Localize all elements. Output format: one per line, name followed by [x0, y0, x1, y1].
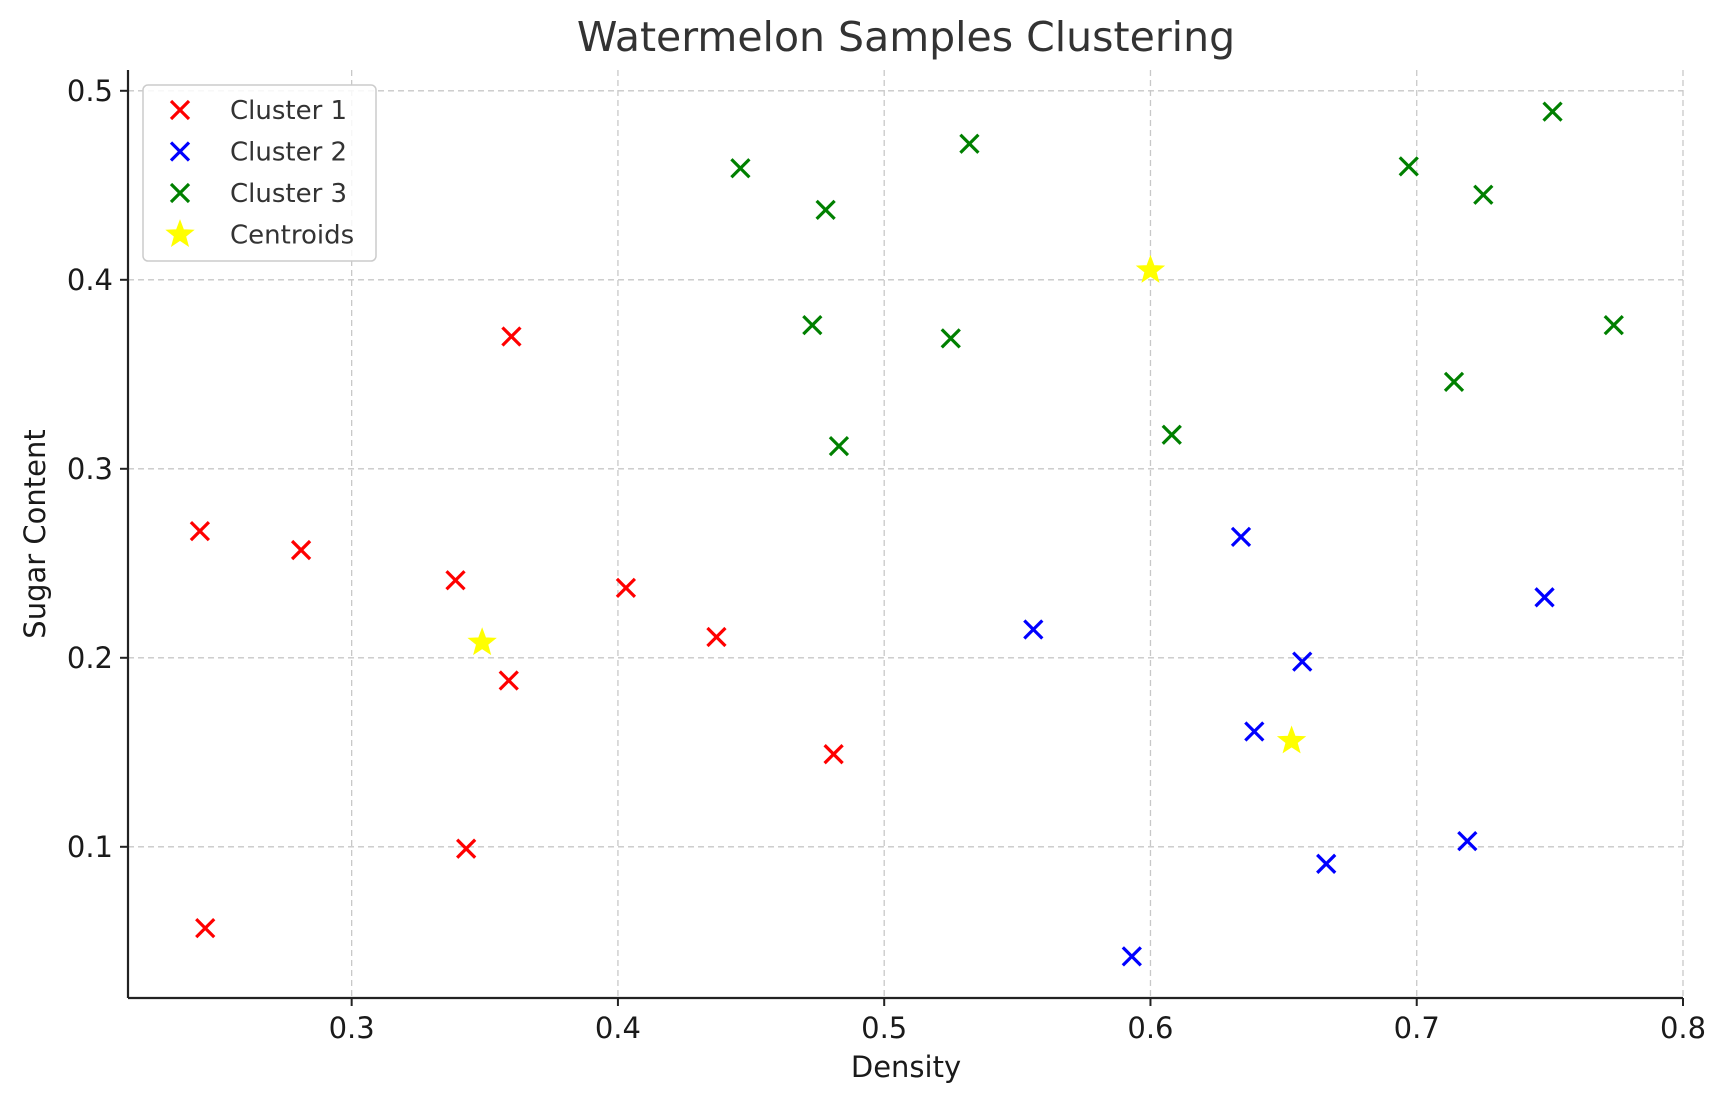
cluster-point: [1457, 830, 1478, 852]
cluster-point: [1542, 101, 1563, 122]
cluster-point: [501, 326, 522, 347]
cluster-point: [1534, 587, 1555, 608]
y-axis-label: Sugar Content: [18, 429, 52, 638]
cluster-point: [828, 435, 850, 457]
cluster-point: [1443, 371, 1465, 392]
legend-label: Centroids: [230, 221, 354, 251]
cluster-point: [706, 626, 727, 648]
data-points: [189, 101, 1624, 967]
cluster-point: [456, 838, 477, 859]
y-tick-label: 0.4: [67, 263, 113, 297]
cluster-point: [959, 133, 980, 154]
cluster-point: [1603, 315, 1624, 336]
cluster-point: [195, 917, 216, 939]
cluster-point: [1230, 526, 1252, 547]
cluster-point: [1121, 946, 1142, 967]
cluster-point: [1023, 619, 1044, 640]
legend-marker-star: [165, 219, 195, 247]
cluster-point: [802, 315, 823, 336]
cluster-point: [1244, 721, 1265, 742]
legend: Cluster 1 Cluster 2 Cluster 3 Centroids: [142, 84, 377, 262]
cluster-point: [1398, 156, 1419, 177]
cluster-point: [940, 328, 961, 349]
cluster-point: [1161, 424, 1182, 445]
cluster-point: [445, 570, 466, 591]
x-tick-label: 0.4: [595, 1011, 641, 1045]
legend-label: Cluster 2: [230, 138, 347, 168]
cluster-point: [1316, 853, 1337, 874]
legend-marker-x: [169, 141, 191, 162]
x-axis-ticks: 0.3 0.4 0.5 0.6 0.7 0.8: [329, 998, 1706, 1045]
x-axis-label: Density: [851, 1050, 961, 1084]
x-tick-label: 0.5: [861, 1011, 907, 1045]
cluster-point: [1292, 651, 1313, 672]
x-tick-label: 0.6: [1127, 1011, 1173, 1045]
cluster-point: [290, 539, 312, 561]
legend-label: Cluster 3: [230, 179, 347, 209]
centroid-point: [1276, 725, 1307, 754]
legend-box: [142, 84, 377, 262]
legend-marker-x: [169, 99, 191, 121]
cluster-point: [815, 199, 836, 220]
cluster-point: [730, 158, 751, 179]
y-tick-label: 0.5: [67, 74, 113, 108]
centroid-point: [467, 627, 497, 656]
axes-frame: [126, 70, 1683, 1000]
y-axis-ticks: 0.1 0.2 0.3 0.4 0.5: [67, 74, 128, 864]
y-tick-label: 0.3: [67, 452, 113, 486]
legend-marker-x: [169, 182, 191, 204]
cluster-point: [498, 670, 519, 691]
x-tick-label: 0.8: [1660, 1011, 1706, 1045]
cluster-point: [189, 521, 211, 542]
y-tick-label: 0.2: [67, 641, 113, 675]
chart-title: Watermelon Samples Clustering: [577, 13, 1235, 61]
x-tick-label: 0.7: [1394, 1011, 1440, 1045]
cluster-point: [1473, 184, 1494, 205]
y-tick-label: 0.1: [67, 830, 113, 864]
grid-lines: [128, 70, 1684, 998]
centroid-point: [1135, 254, 1166, 283]
legend-label: Cluster 1: [230, 96, 347, 126]
legend-items: Cluster 1 Cluster 2 Cluster 3 Centroids: [165, 96, 354, 251]
cluster-point: [615, 577, 637, 598]
x-tick-label: 0.3: [329, 1011, 375, 1045]
cluster-point: [823, 744, 844, 765]
